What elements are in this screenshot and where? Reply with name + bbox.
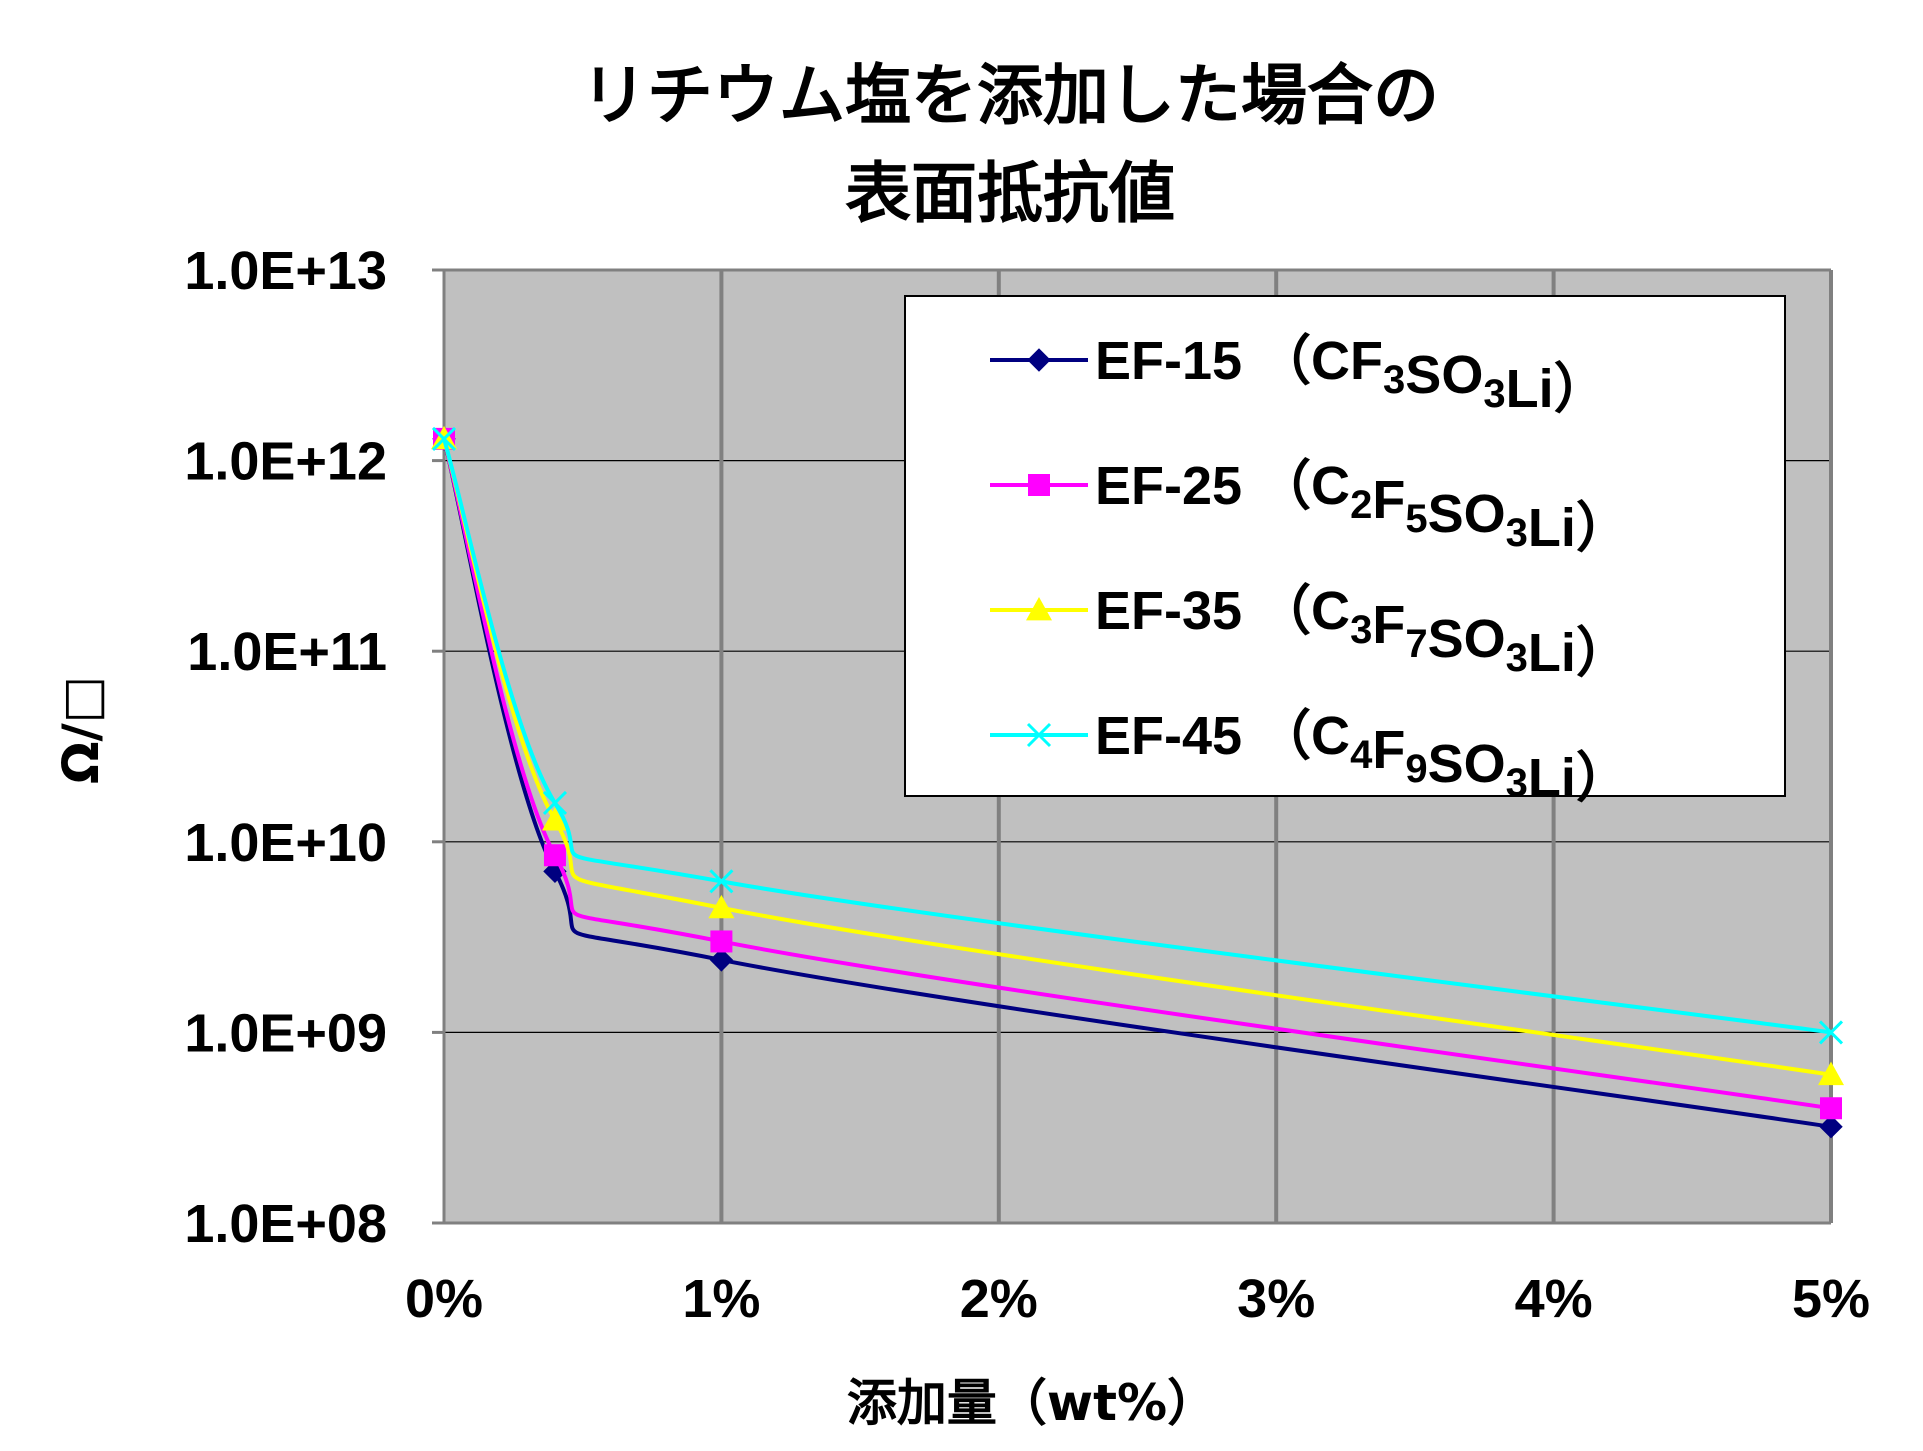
legend-formula-part: （C xyxy=(1257,706,1350,766)
legend-formula-part: F xyxy=(1372,720,1405,780)
legend-series-name: EF-45 xyxy=(1095,706,1257,766)
x-tick-label: 3% xyxy=(1237,1269,1315,1329)
series-line xyxy=(442,438,1832,1111)
chart-title-line-2: 表面抵抗値 xyxy=(845,155,1175,232)
chart-title-line-1: リチウム塩を添加した場合の xyxy=(581,57,1439,134)
legend-subscript: 3 xyxy=(1506,636,1528,680)
legend-formula-part: SO xyxy=(1428,609,1506,669)
legend-formula-part: （C xyxy=(1257,456,1350,516)
legend: EF-15 （CF3SO3Li）EF-25 （C2F5SO3Li）EF-35 （… xyxy=(904,295,1786,808)
data-point xyxy=(431,426,457,451)
legend-item: EF-45 （C4F9SO3Li） xyxy=(990,706,1630,808)
legend-swatch-marker xyxy=(1026,597,1052,621)
legend-formula-part: （C xyxy=(1257,581,1350,641)
legend-formula-part: SO xyxy=(1428,484,1506,544)
data-point xyxy=(1818,1061,1844,1086)
legend-formula-part: Li） xyxy=(1506,359,1608,419)
data-point xyxy=(708,894,735,919)
legend-swatch-marker xyxy=(1027,348,1051,372)
legend-subscript: 3 xyxy=(1383,358,1405,402)
data-point xyxy=(1820,1097,1842,1120)
marker-stroke xyxy=(1818,1020,1844,1045)
y-tick-label: 1.0E+09 xyxy=(184,1003,387,1063)
legend-series-name: EF-15 xyxy=(1095,331,1257,391)
legend-subscript: 3 xyxy=(1506,511,1528,555)
series-layer xyxy=(431,425,1844,1139)
marker-stroke xyxy=(542,790,568,815)
legend-swatch-marker xyxy=(1028,474,1050,496)
legend-item: EF-15 （CF3SO3Li） xyxy=(990,331,1608,419)
legend-subscript: 9 xyxy=(1405,747,1427,791)
legend-label: EF-25 （C2F5SO3Li） xyxy=(1095,456,1630,558)
series-line xyxy=(442,438,1832,1077)
legend-label: EF-35 （C3F7SO3Li） xyxy=(1095,581,1630,683)
x-tick-label: 4% xyxy=(1515,1269,1593,1329)
legend-formula-part: Li） xyxy=(1528,498,1630,558)
legend-formula-part: F xyxy=(1372,595,1405,655)
legend-subscript: 3 xyxy=(1483,372,1505,416)
legend-formula-part: Li） xyxy=(1528,748,1630,808)
legend-subscript: 5 xyxy=(1405,497,1427,541)
legend-swatch-marker xyxy=(1026,722,1052,748)
y-tick-label: 1.0E+10 xyxy=(184,813,387,873)
chart-title: リチウム塩を添加した場合の 表面抵抗値 xyxy=(581,57,1439,232)
data-point xyxy=(710,930,733,953)
x-axis-label: 添加量（wt%） xyxy=(847,1374,1217,1432)
legend-formula-part: Li） xyxy=(1528,623,1630,683)
x-tick-label: 1% xyxy=(682,1269,760,1329)
y-axis-ticks: 1.0E+08 1.0E+09 1.0E+10 1.0E+11 1.0E+12 1.0E+… xyxy=(184,241,444,1254)
legend-formula-part: SO xyxy=(1428,734,1506,794)
legend-formula-part: （CF xyxy=(1257,331,1383,391)
legend-subscript: 2 xyxy=(1350,483,1372,527)
legend-label: EF-45 （C4F9SO3Li） xyxy=(1095,706,1630,808)
legend-formula-part: F xyxy=(1372,470,1405,530)
data-point xyxy=(543,844,566,867)
legend-series-name: EF-35 xyxy=(1095,581,1257,641)
series-ef-35 xyxy=(431,425,1844,1086)
marker-stroke xyxy=(431,426,457,451)
data-point xyxy=(1818,1020,1844,1045)
legend-subscript: 3 xyxy=(1350,608,1372,652)
legend-item: EF-25 （C2F5SO3Li） xyxy=(990,456,1630,558)
legend-item: EF-35 （C3F7SO3Li） xyxy=(990,581,1630,683)
x-tick-label: 2% xyxy=(960,1269,1038,1329)
series-line xyxy=(442,438,1832,1129)
y-tick-label: 1.0E+13 xyxy=(184,241,387,301)
data-point xyxy=(1819,1115,1843,1139)
data-point xyxy=(709,948,734,972)
legend-series-name: EF-25 xyxy=(1095,456,1257,516)
legend-formula-part: SO xyxy=(1405,345,1483,405)
y-tick-label: 1.0E+11 xyxy=(187,622,387,682)
legend-subscript: 4 xyxy=(1350,733,1373,777)
series-line xyxy=(442,438,1832,1035)
y-tick-label: 1.0E+08 xyxy=(184,1194,387,1254)
y-tick-label: 1.0E+12 xyxy=(184,432,387,492)
x-tick-label: 0% xyxy=(405,1269,483,1329)
x-tick-label: 5% xyxy=(1792,1269,1870,1329)
y-axis-label: Ω/□ xyxy=(52,676,110,784)
marker-stroke xyxy=(709,869,734,894)
legend-subscript: 7 xyxy=(1405,622,1427,666)
legend-label: EF-15 （CF3SO3Li） xyxy=(1095,331,1608,419)
data-point xyxy=(709,869,734,894)
marker-stroke xyxy=(1026,722,1052,748)
legend-subscript: 3 xyxy=(1506,761,1528,805)
data-point xyxy=(541,807,568,831)
x-axis-ticks: 0% 1% 2% 3% 4% 5% xyxy=(405,1269,1870,1329)
legend-box xyxy=(904,295,1786,797)
data-point xyxy=(542,790,568,815)
series-ef-45 xyxy=(431,426,1844,1045)
